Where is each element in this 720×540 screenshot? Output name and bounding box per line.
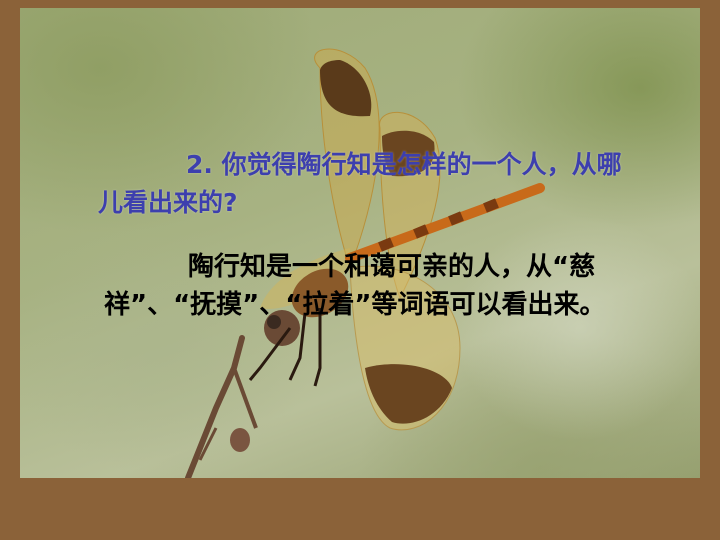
answer-text: 陶行知是一个和蔼可亲的人，从“慈祥”、“抚摸”、“拉着”等词语可以看出来。 bbox=[104, 248, 624, 324]
dragonfly-photo bbox=[20, 8, 700, 478]
answer-label: 陶行知是一个和蔼可亲的人，从“慈祥”、“抚摸”、“拉着”等词语可以看出来。 bbox=[104, 252, 606, 320]
question-label: 2. 你觉得陶行知是怎样的一个人，从哪儿看出来的? bbox=[98, 150, 622, 217]
question-text: 2. 你觉得陶行知是怎样的一个人，从哪儿看出来的? bbox=[98, 146, 638, 222]
dragonfly-illustration bbox=[185, 48, 545, 478]
